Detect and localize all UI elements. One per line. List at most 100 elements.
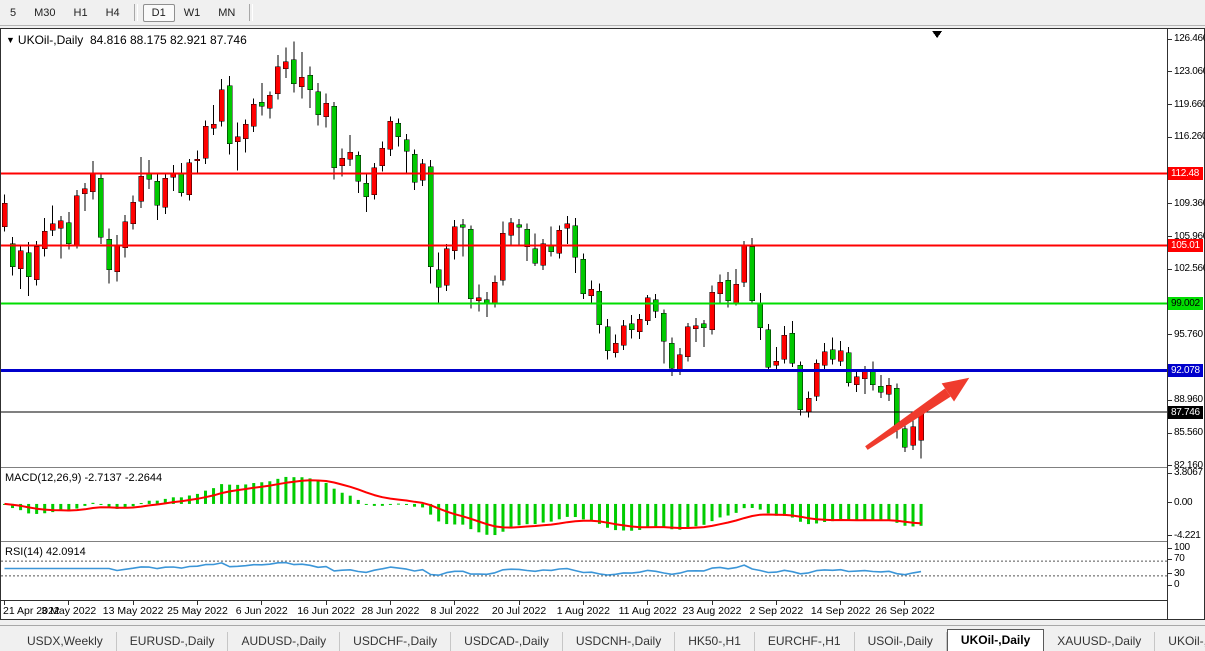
- scale-tick: [1168, 71, 1172, 72]
- panel-separator[interactable]: [1, 467, 1167, 470]
- macd-bar: [694, 503, 698, 527]
- candle: [41, 217, 48, 257]
- macd-bar: [437, 503, 441, 522]
- tab-ukoil-da[interactable]: UKOil-,Da: [1155, 632, 1205, 651]
- tab-usoil-daily[interactable]: USOil-,Daily: [855, 632, 947, 651]
- macd-bar: [461, 503, 465, 525]
- macd-chart[interactable]: [1, 470, 1167, 541]
- macd-bar: [43, 503, 47, 514]
- candle: [114, 235, 120, 282]
- candle: [588, 280, 595, 305]
- timeframe-button-w1[interactable]: W1: [183, 6, 201, 19]
- macd-bar: [11, 503, 15, 509]
- macd-bar: [252, 483, 256, 504]
- candle: [805, 391, 812, 418]
- macd-bar: [798, 503, 802, 522]
- time-axis-tick: [519, 601, 520, 605]
- tab-ukoil-daily[interactable]: UKOil-,Daily: [946, 629, 1045, 651]
- tab-xauusd-daily[interactable]: XAUUSD-,Daily: [1044, 632, 1156, 651]
- macd-bar: [340, 492, 344, 504]
- macd-bar: [493, 503, 497, 536]
- tab-eurchf-h1[interactable]: EURCHF-,H1: [755, 632, 855, 651]
- macd-bar: [686, 503, 690, 528]
- tab-usdcad-daily[interactable]: USDCAD-,Daily: [451, 632, 563, 651]
- rsi-axis-label: 30: [1174, 567, 1185, 579]
- tab-usdcnh-daily[interactable]: USDCNH-,Daily: [563, 632, 676, 651]
- candle: [902, 424, 908, 452]
- time-axis-label: 2 Sep 2022: [749, 605, 804, 617]
- scale-tick-label: 105.960: [1174, 230, 1205, 242]
- candle: [347, 134, 353, 166]
- macd-bar: [380, 503, 384, 506]
- macd-bar: [332, 488, 336, 504]
- macd-bar: [903, 503, 907, 526]
- level-price-label: 92.078: [1168, 363, 1203, 377]
- symbol-dropdown-icon[interactable]: ▼: [6, 35, 15, 45]
- timeframe-button-m30[interactable]: M30: [34, 6, 56, 19]
- macd-bar: [445, 503, 449, 525]
- macd-bar: [766, 503, 770, 514]
- candle: [411, 149, 418, 190]
- macd-bar: [750, 503, 754, 508]
- scale-tick: [1168, 559, 1172, 560]
- tab-hk50-h1[interactable]: HK50-,H1: [675, 632, 755, 651]
- candle: [387, 116, 394, 157]
- timeframe-button-h1[interactable]: H1: [73, 6, 88, 19]
- macd-bar: [501, 503, 505, 532]
- tab-usdx-weekly[interactable]: USDX,Weekly: [14, 632, 117, 651]
- candle: [853, 372, 860, 393]
- macd-axis-label: 3.8067: [1174, 467, 1203, 479]
- candle: [709, 285, 715, 335]
- trend-arrow-annotation[interactable]: [865, 377, 970, 450]
- candle: [194, 150, 201, 173]
- candle: [202, 120, 209, 164]
- tab-eurusd-daily[interactable]: EURUSD-,Daily: [117, 632, 229, 651]
- macd-bar: [284, 476, 288, 504]
- candle: [371, 162, 378, 200]
- tab-usdchf-daily[interactable]: USDCHF-,Daily: [340, 632, 452, 651]
- scale-tick: [1168, 269, 1172, 270]
- panel-separator[interactable]: [1, 541, 1167, 544]
- toolbar-separator: [133, 4, 138, 21]
- rsi-axis-label: 0: [1174, 579, 1180, 590]
- candle: [403, 134, 410, 173]
- candle: [82, 183, 88, 212]
- candle: [226, 76, 233, 155]
- timeframe-button-h4[interactable]: H4: [105, 6, 120, 19]
- macd-bar: [823, 503, 827, 523]
- macd-bar: [646, 503, 650, 528]
- candle: [33, 240, 40, 286]
- macd-axis-label: 0.00: [1174, 496, 1193, 508]
- timeframe-button-mn[interactable]: MN: [218, 6, 236, 19]
- time-axis[interactable]: 21 Apr 2022 3 May 2022 13 May 2022 25 May 2…: [1, 600, 1167, 622]
- rsi-chart[interactable]: [1, 544, 1167, 600]
- scale-tick: [1168, 473, 1172, 474]
- macd-bar: [67, 503, 71, 512]
- time-axis-tick: [68, 601, 69, 605]
- macd-bar: [654, 503, 658, 527]
- scale-tick: [1168, 137, 1172, 138]
- candle: [331, 102, 337, 180]
- macd-bar: [702, 503, 706, 525]
- candle: [435, 252, 442, 305]
- candle: [460, 218, 466, 257]
- candle: [781, 325, 788, 364]
- timeframe-button-d1[interactable]: D1: [142, 3, 175, 22]
- macd-bar: [147, 500, 151, 504]
- chart-body: ▼ UKOil-,Daily 84.816 88.175 82.921 87.74…: [1, 29, 1167, 619]
- tab-audusd-daily[interactable]: AUDUSD-,Daily: [228, 632, 341, 651]
- macd-bar: [236, 484, 240, 504]
- candle: [773, 346, 780, 373]
- macd-bar: [606, 503, 609, 528]
- candlestick-chart[interactable]: [1, 29, 1167, 467]
- macd-bar: [678, 503, 682, 530]
- price-scale[interactable]: 126.460 123.060 119.660 116.260 109.360 105.9…: [1167, 29, 1205, 619]
- rsi-line: [4, 561, 922, 577]
- candle: [427, 160, 434, 284]
- candle: [242, 119, 249, 153]
- time-axis-tick: [326, 601, 327, 605]
- timeframe-button-5[interactable]: 5: [10, 6, 17, 19]
- symbol-label: UKOil-,Daily: [17, 33, 84, 47]
- macd-bar: [782, 503, 786, 516]
- rsi-panel: RSI(14) 42.0914: [1, 544, 1167, 600]
